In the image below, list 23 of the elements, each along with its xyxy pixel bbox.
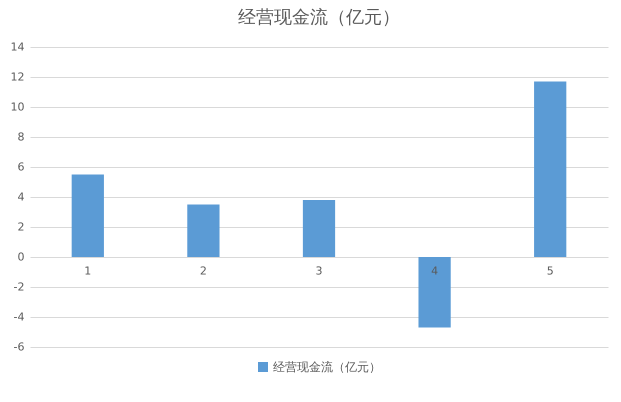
bar	[534, 82, 566, 257]
y-tick-label: 12	[10, 70, 24, 84]
bar	[302, 200, 336, 257]
y-tick-label: 4	[18, 190, 24, 204]
y-tick-label: 14	[10, 40, 24, 54]
y-tick-label: 2	[18, 220, 24, 234]
chart-title: 经营现金流（亿元）	[238, 7, 400, 28]
y-tick-label: 8	[18, 130, 24, 144]
y-tick-label: 10	[10, 100, 24, 114]
bar	[187, 204, 220, 257]
x-tick-label: 2	[200, 264, 207, 278]
x-tick-label: 4	[431, 264, 438, 278]
x-tick-label: 5	[546, 264, 554, 278]
x-tick-label: 1	[84, 264, 92, 278]
y-tick-label: -4	[14, 310, 24, 324]
bar	[72, 174, 104, 257]
y-tick-label: 0	[18, 250, 24, 264]
bar	[418, 257, 451, 328]
y-tick-label: -6	[14, 340, 24, 354]
legend-label: 经营现金流（亿元）	[273, 360, 381, 374]
y-tick-label: -2	[14, 280, 24, 294]
y-tick-label: 6	[18, 160, 24, 174]
x-tick-label: 3	[316, 264, 322, 278]
